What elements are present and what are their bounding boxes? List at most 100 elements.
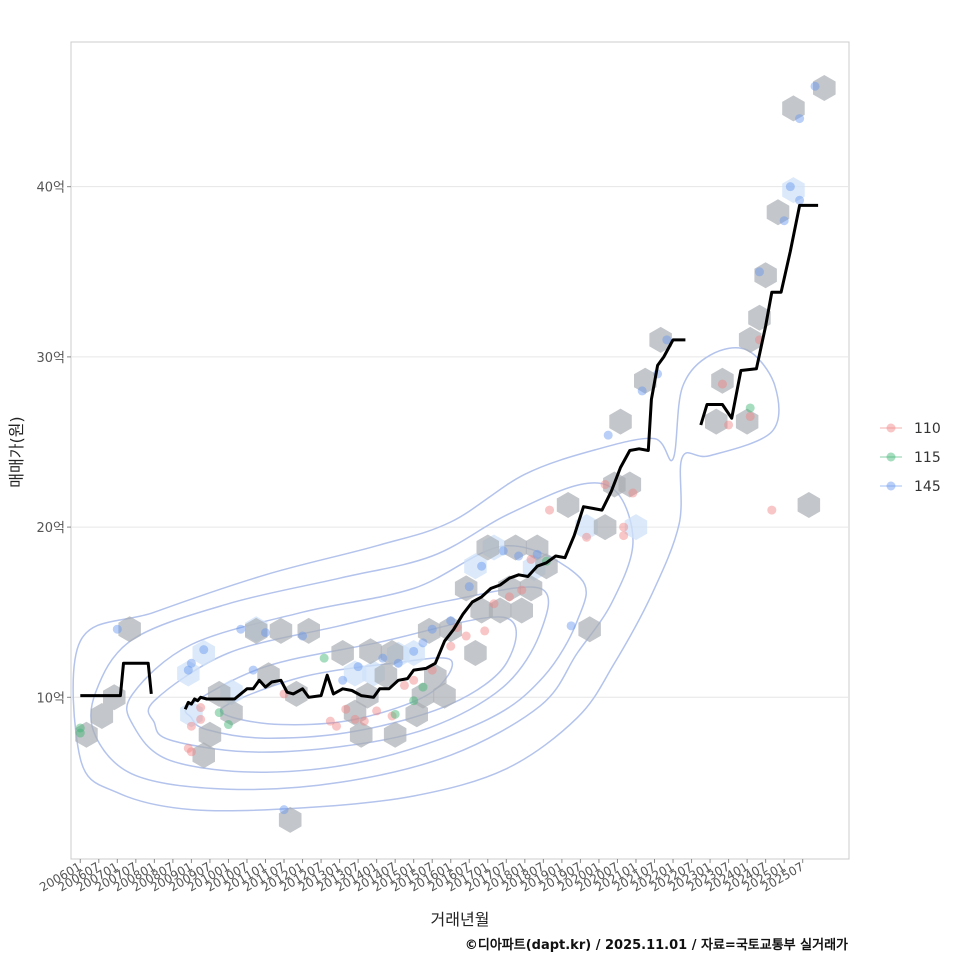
hexbin (411, 682, 435, 709)
point-145 (353, 662, 363, 672)
point-145 (236, 624, 246, 634)
y-tick-label: 20억 (36, 521, 65, 536)
hexbin (383, 721, 407, 748)
point-145 (795, 195, 805, 205)
hexbin-light (782, 177, 805, 204)
hexbin (609, 408, 632, 435)
point-145 (279, 805, 289, 815)
x-axis-title: 거래년월 (431, 910, 490, 929)
point-110 (767, 505, 777, 515)
hexbin (525, 534, 549, 561)
point-110 (186, 721, 196, 731)
point-110 (341, 704, 351, 714)
point-145 (498, 546, 508, 556)
hexbin (754, 262, 777, 289)
hexbin (331, 640, 354, 666)
point-145 (662, 335, 672, 345)
hexbin (593, 514, 617, 541)
median-line-segment (80, 661, 153, 698)
point-145 (199, 645, 209, 655)
point-145 (409, 646, 419, 656)
point-115 (409, 696, 419, 706)
hexbin-light (464, 553, 487, 580)
hexbin (578, 616, 601, 643)
point-145 (112, 624, 122, 634)
hexbin (433, 682, 456, 709)
density-contour (72, 347, 780, 812)
point-145 (393, 658, 403, 668)
hexbin (519, 575, 543, 602)
density-contour (147, 586, 550, 753)
point-145 (464, 582, 474, 592)
hexbin (510, 597, 533, 624)
hexbin (269, 617, 293, 644)
hexbin (454, 575, 478, 602)
hexbin (649, 326, 672, 353)
hexbin (417, 617, 441, 644)
point-110 (600, 480, 610, 490)
hexbin (118, 616, 141, 643)
hexbin-light (343, 660, 367, 687)
hexbin-light (575, 514, 598, 541)
hexbin (766, 199, 790, 226)
hexbin-light (192, 640, 215, 666)
point-110 (186, 747, 196, 757)
hexbin (90, 703, 114, 729)
point-110 (717, 379, 727, 389)
legend: 110 115 145 (880, 421, 941, 495)
point-110 (446, 641, 456, 651)
point-145 (785, 182, 795, 192)
point-145 (514, 551, 524, 561)
hexbin (75, 721, 98, 748)
point-110 (325, 716, 335, 726)
hexbin-light (402, 640, 425, 666)
hexbin (470, 597, 493, 624)
point-115 (75, 723, 85, 733)
hexbin (349, 721, 373, 748)
x-axis: 2006012006072007012007072008012008072009… (37, 859, 806, 895)
point-145 (754, 267, 764, 277)
y-tick-label: 10억 (36, 691, 65, 706)
hexbin-light (624, 514, 648, 541)
point-115 (75, 728, 85, 738)
point-145 (566, 621, 576, 631)
y-axis-title: 매매가(원) (7, 416, 26, 487)
hexbin (198, 721, 222, 748)
point-110 (196, 703, 206, 713)
point-110 (517, 585, 527, 595)
point-145 (418, 638, 428, 648)
point-110 (480, 626, 490, 636)
point-110 (409, 675, 419, 685)
point-115 (390, 709, 400, 719)
legend-key-115 (886, 452, 896, 462)
point-145 (810, 81, 820, 91)
median-line-segment (183, 338, 686, 710)
y-tick-label: 30억 (36, 351, 65, 366)
point-145 (637, 386, 647, 396)
legend-key-145 (886, 481, 896, 491)
hexbin (343, 699, 367, 726)
density-contour (90, 482, 634, 791)
hexbin (464, 640, 487, 666)
hexbin (634, 367, 657, 394)
point-145 (183, 665, 193, 675)
y-tick-label: 40억 (36, 181, 65, 196)
point-110 (745, 411, 755, 421)
point-145 (298, 631, 308, 641)
hexbin (618, 471, 642, 498)
y-gridlines (71, 186, 849, 698)
legend-label-110: 110 (914, 421, 941, 437)
point-110 (350, 714, 360, 724)
hexbin (245, 617, 268, 644)
point-110 (387, 711, 397, 721)
hexbin (476, 534, 499, 561)
point-110 (504, 592, 514, 602)
point-110 (619, 522, 629, 532)
legend-label-145: 145 (914, 479, 941, 495)
hexbin (556, 492, 580, 518)
point-110 (489, 599, 499, 609)
credit-text: ©디아파트(dapt.kr) / 2025.11.01 / 자료=국토교통부 실… (464, 938, 848, 953)
hexbin (424, 663, 447, 690)
hexbin-light (177, 660, 200, 687)
